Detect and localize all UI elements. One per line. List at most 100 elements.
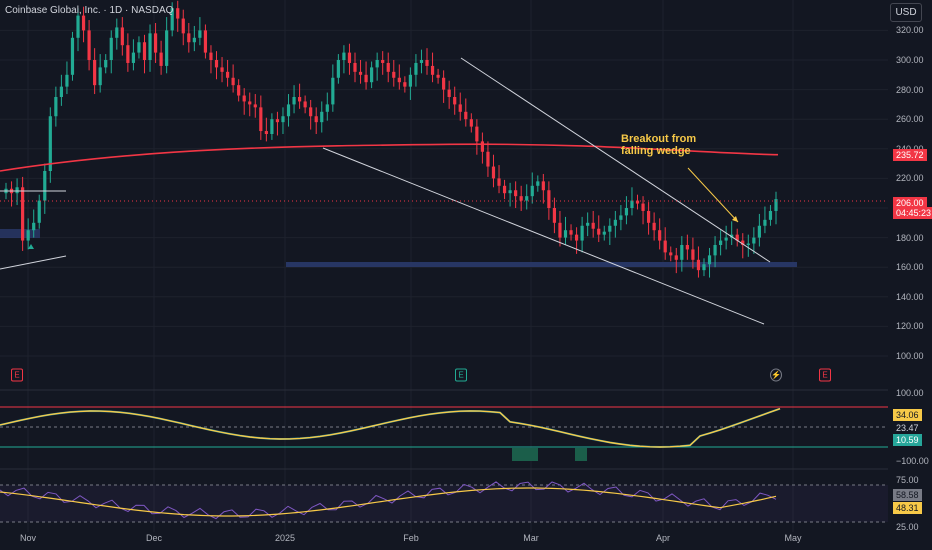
dividend-flash-icon[interactable]: ⚡ (770, 368, 782, 382)
candle[interactable] (719, 230, 723, 256)
candle[interactable] (370, 61, 374, 89)
candle[interactable] (209, 45, 213, 74)
candle[interactable] (253, 94, 257, 118)
candle[interactable] (170, 2, 174, 37)
candle[interactable] (552, 197, 557, 234)
earnings-event-icon[interactable]: E (455, 368, 467, 382)
candle[interactable] (220, 57, 224, 83)
candle[interactable] (15, 178, 19, 206)
candle[interactable] (336, 54, 340, 84)
candle[interactable] (752, 227, 756, 254)
candle[interactable] (397, 64, 401, 90)
candle[interactable] (286, 94, 291, 127)
candle[interactable] (580, 216, 584, 253)
candle[interactable] (707, 247, 712, 278)
candle[interactable] (735, 228, 739, 247)
candle[interactable] (430, 52, 435, 83)
candle[interactable] (392, 60, 396, 87)
candle[interactable] (619, 205, 623, 231)
candle[interactable] (602, 225, 606, 241)
earnings-event-icon[interactable]: E (819, 368, 831, 382)
candle[interactable] (192, 25, 196, 52)
candle[interactable] (763, 206, 767, 234)
candle[interactable] (419, 49, 424, 74)
rsi-panel[interactable] (0, 389, 888, 461)
candle[interactable] (70, 31, 75, 81)
candle[interactable] (120, 17, 124, 56)
currency-button[interactable]: USD (890, 3, 922, 22)
candle[interactable] (447, 80, 451, 109)
candle[interactable] (242, 88, 246, 115)
candle[interactable] (48, 107, 52, 183)
candle[interactable] (497, 165, 501, 194)
candle[interactable] (425, 48, 429, 75)
candle[interactable] (320, 101, 324, 133)
candle[interactable] (331, 64, 335, 112)
candle[interactable] (21, 176, 25, 251)
candle[interactable] (198, 17, 202, 46)
candle[interactable] (663, 227, 667, 260)
candle[interactable] (469, 113, 473, 133)
candle[interactable] (342, 45, 346, 74)
candle[interactable] (87, 20, 91, 71)
candle[interactable] (165, 17, 169, 74)
candle[interactable] (746, 234, 750, 257)
candle[interactable] (558, 210, 562, 247)
candle[interactable] (259, 95, 263, 140)
candle[interactable] (641, 196, 645, 225)
candle[interactable] (214, 51, 219, 80)
candle[interactable] (569, 224, 573, 241)
candle[interactable] (586, 212, 590, 237)
candle[interactable] (652, 212, 656, 241)
candle[interactable] (453, 86, 457, 115)
candle[interactable] (774, 191, 778, 225)
candle[interactable] (98, 54, 102, 93)
candle[interactable] (148, 24, 152, 72)
candle[interactable] (231, 64, 235, 93)
candle[interactable] (54, 86, 58, 127)
candle[interactable] (104, 54, 108, 74)
candle[interactable] (597, 215, 601, 243)
candle[interactable] (109, 30, 113, 74)
candle[interactable] (314, 107, 318, 134)
candle[interactable] (297, 83, 302, 109)
candle[interactable] (757, 213, 761, 247)
candle[interactable] (530, 172, 534, 204)
candle[interactable] (741, 233, 745, 259)
candle[interactable] (203, 24, 208, 59)
candle[interactable] (126, 33, 130, 72)
candle[interactable] (358, 60, 363, 84)
candle[interactable] (264, 117, 268, 142)
candle[interactable] (142, 34, 147, 74)
candle[interactable] (624, 196, 629, 225)
candle[interactable] (76, 8, 80, 52)
candle[interactable] (187, 23, 191, 53)
candle[interactable] (93, 48, 97, 95)
candlesticks[interactable] (4, 0, 778, 278)
earnings-event-icon[interactable]: E (11, 368, 23, 382)
candle[interactable] (768, 205, 773, 226)
candle[interactable] (713, 236, 717, 268)
candle[interactable] (502, 179, 507, 200)
candle[interactable] (181, 9, 185, 46)
candle[interactable] (519, 185, 523, 211)
candle[interactable] (248, 92, 252, 117)
candle[interactable] (458, 92, 462, 121)
candle[interactable] (685, 234, 689, 260)
candle[interactable] (375, 52, 379, 81)
candle[interactable] (475, 119, 479, 155)
candle[interactable] (292, 85, 296, 114)
candle[interactable] (43, 163, 47, 214)
candle[interactable] (176, 0, 180, 32)
candle[interactable] (514, 181, 518, 208)
candle[interactable] (137, 36, 141, 59)
candle[interactable] (65, 61, 69, 95)
candle[interactable] (303, 95, 307, 114)
candle[interactable] (724, 225, 728, 250)
candle[interactable] (563, 216, 568, 245)
candle[interactable] (309, 99, 313, 130)
candle[interactable] (325, 92, 329, 121)
candle[interactable] (270, 113, 274, 140)
candle[interactable] (541, 173, 545, 204)
